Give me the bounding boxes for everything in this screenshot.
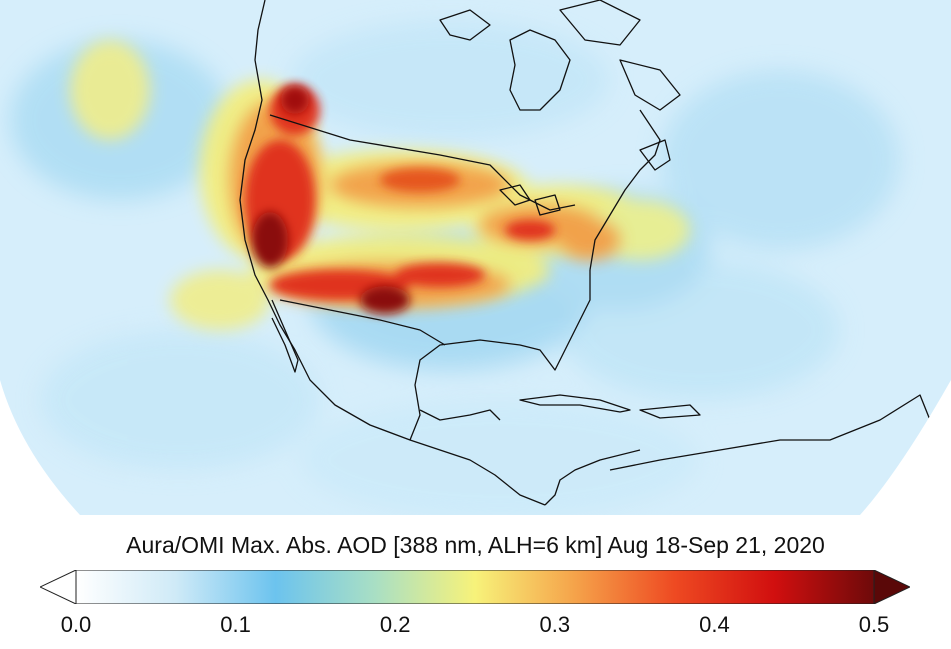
colorbar-low-extension: [40, 570, 77, 604]
colorbar-tick-label: 0.0: [60, 612, 92, 637]
colorbar-gradient: [75, 570, 875, 604]
colorbar-tick-label: 0.2: [379, 612, 411, 637]
colorbar-tick-label: 0.4: [699, 612, 730, 637]
colorbar-high-extension: [873, 570, 910, 604]
coastlines: [239, 0, 931, 515]
colorbar-tick-label: 0.5: [858, 612, 890, 637]
colorbar: [40, 570, 910, 604]
colorbar-tick-label: 0.3: [539, 612, 571, 637]
smoke-plume-darkred: [252, 86, 410, 314]
colorbar-title: Aura/OMI Max. Abs. AOD [388 nm, ALH=6 km…: [126, 532, 825, 558]
colorbar-tick-label: 0.1: [220, 612, 251, 637]
aod-map: [0, 0, 951, 515]
